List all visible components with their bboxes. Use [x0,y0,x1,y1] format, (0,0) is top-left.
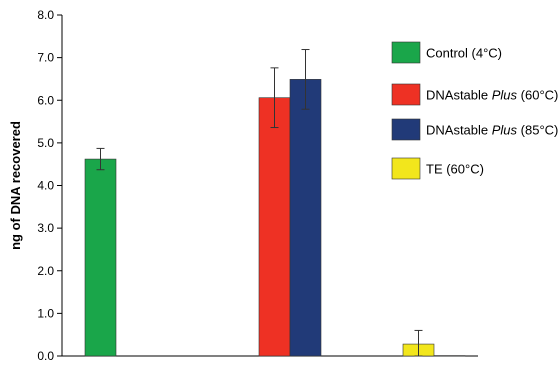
y-tick-label: 5.0 [37,136,54,150]
y-tick-label: 2.0 [37,264,54,278]
legend-swatch [391,157,421,180]
bar [289,79,322,357]
legend-label-part: TE (60°C) [426,162,484,177]
y-tick-label: 7.0 [37,51,54,65]
bar [84,158,117,357]
bar [258,97,291,357]
legend-label: DNAstable Plus (85°C) [426,123,558,138]
axes: 0.0 1.0 2.0 3.0 4.0 5.0 6.0 7.0 8.0 ng of DNA rec… [8,8,478,363]
legend-swatch [391,118,421,141]
legend-label-part: Control (4°C) [426,46,502,61]
bars [84,49,466,357]
legend-label: DNAstable Plus (60°C) [426,88,558,103]
legend-label-part: Plus [492,88,518,103]
legend: Control (4°C)DNAstable Plus (60°C)DNAsta… [391,41,558,180]
y-tick-label: 6.0 [37,93,54,107]
legend-label: TE (60°C) [426,162,484,177]
legend-label-part: DNAstable [426,88,492,103]
y-tick-label: 1.0 [37,306,54,320]
y-tick-label: 3.0 [37,221,54,235]
legend-swatch [391,83,421,106]
legend-label-part: (85°C) [517,123,558,138]
y-tick-label: 0.0 [37,349,54,363]
legend-label-part: (60°C) [517,88,558,103]
y-tick-label: 4.0 [37,179,54,193]
legend-label-part: DNAstable [426,123,492,138]
y-tick-label: 8.0 [37,8,54,22]
legend-label: Control (4°C) [426,46,502,61]
legend-label-part: Plus [492,123,518,138]
legend-swatch [391,41,421,64]
y-axis-title: ng of DNA recovered [8,121,23,250]
bar [433,355,466,357]
